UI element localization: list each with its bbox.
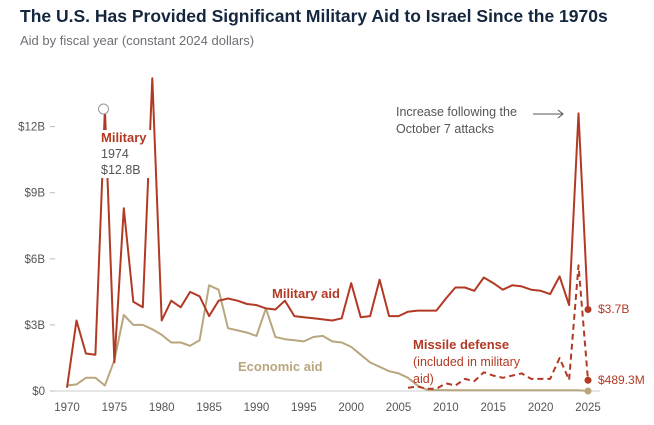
x-tick-label: 1995 — [291, 402, 317, 414]
arrow-right-icon — [533, 109, 564, 119]
end-label-missile: $489.3M — [598, 373, 645, 387]
series-line-missile-dashed — [407, 264, 589, 390]
x-tick-label: 1975 — [102, 402, 128, 414]
economic-aid-label: Economic aid — [238, 359, 323, 374]
chart-subtitle: Aid by fiscal year (constant 2024 dollar… — [20, 33, 255, 48]
oct7-annotation-line2: October 7 attacks — [396, 122, 494, 136]
x-tick-label: 1980 — [149, 402, 175, 414]
y-tick-label: $12B — [18, 122, 45, 134]
x-tick-label: 2005 — [386, 402, 412, 414]
peak-label-series: Military — [101, 130, 147, 145]
series-line-economic — [66, 284, 589, 392]
series-line-military — [66, 77, 589, 388]
military-aid-label: Military aid — [272, 286, 340, 301]
peak-label-value: $12.8B — [101, 163, 141, 177]
y-tick-label: $6B — [25, 254, 46, 266]
y-tick-label: $0 — [32, 386, 45, 398]
y-tick-label: $9B — [25, 188, 46, 200]
end-point-marker — [584, 376, 592, 384]
peak-marker — [98, 103, 109, 115]
x-tick-label: 1985 — [196, 402, 222, 414]
x-tick-label: 2025 — [575, 402, 601, 414]
x-tick-label: 2010 — [433, 402, 459, 414]
end-point-marker — [584, 387, 592, 395]
end-label-military: $3.7B — [598, 302, 629, 316]
y-tick-label: $3B — [25, 320, 46, 332]
end-point-marker — [584, 305, 592, 313]
x-tick-label: 2015 — [480, 402, 506, 414]
missile-defense-note-2: aid) — [413, 372, 434, 386]
missile-defense-label: Missile defense — [413, 337, 509, 352]
peak-label-bg — [100, 130, 152, 178]
chart-title: The U.S. Has Provided Significant Milita… — [20, 6, 608, 26]
x-tick-label: 2000 — [338, 402, 364, 414]
peak-label-year: 1974 — [101, 147, 129, 161]
missile-defense-note-1: (included in military — [413, 355, 521, 369]
x-tick-label: 2020 — [528, 402, 554, 414]
x-tick-label: 1990 — [244, 402, 270, 414]
x-tick-label: 1970 — [54, 402, 80, 414]
oct7-annotation-line1: Increase following the — [396, 105, 517, 119]
